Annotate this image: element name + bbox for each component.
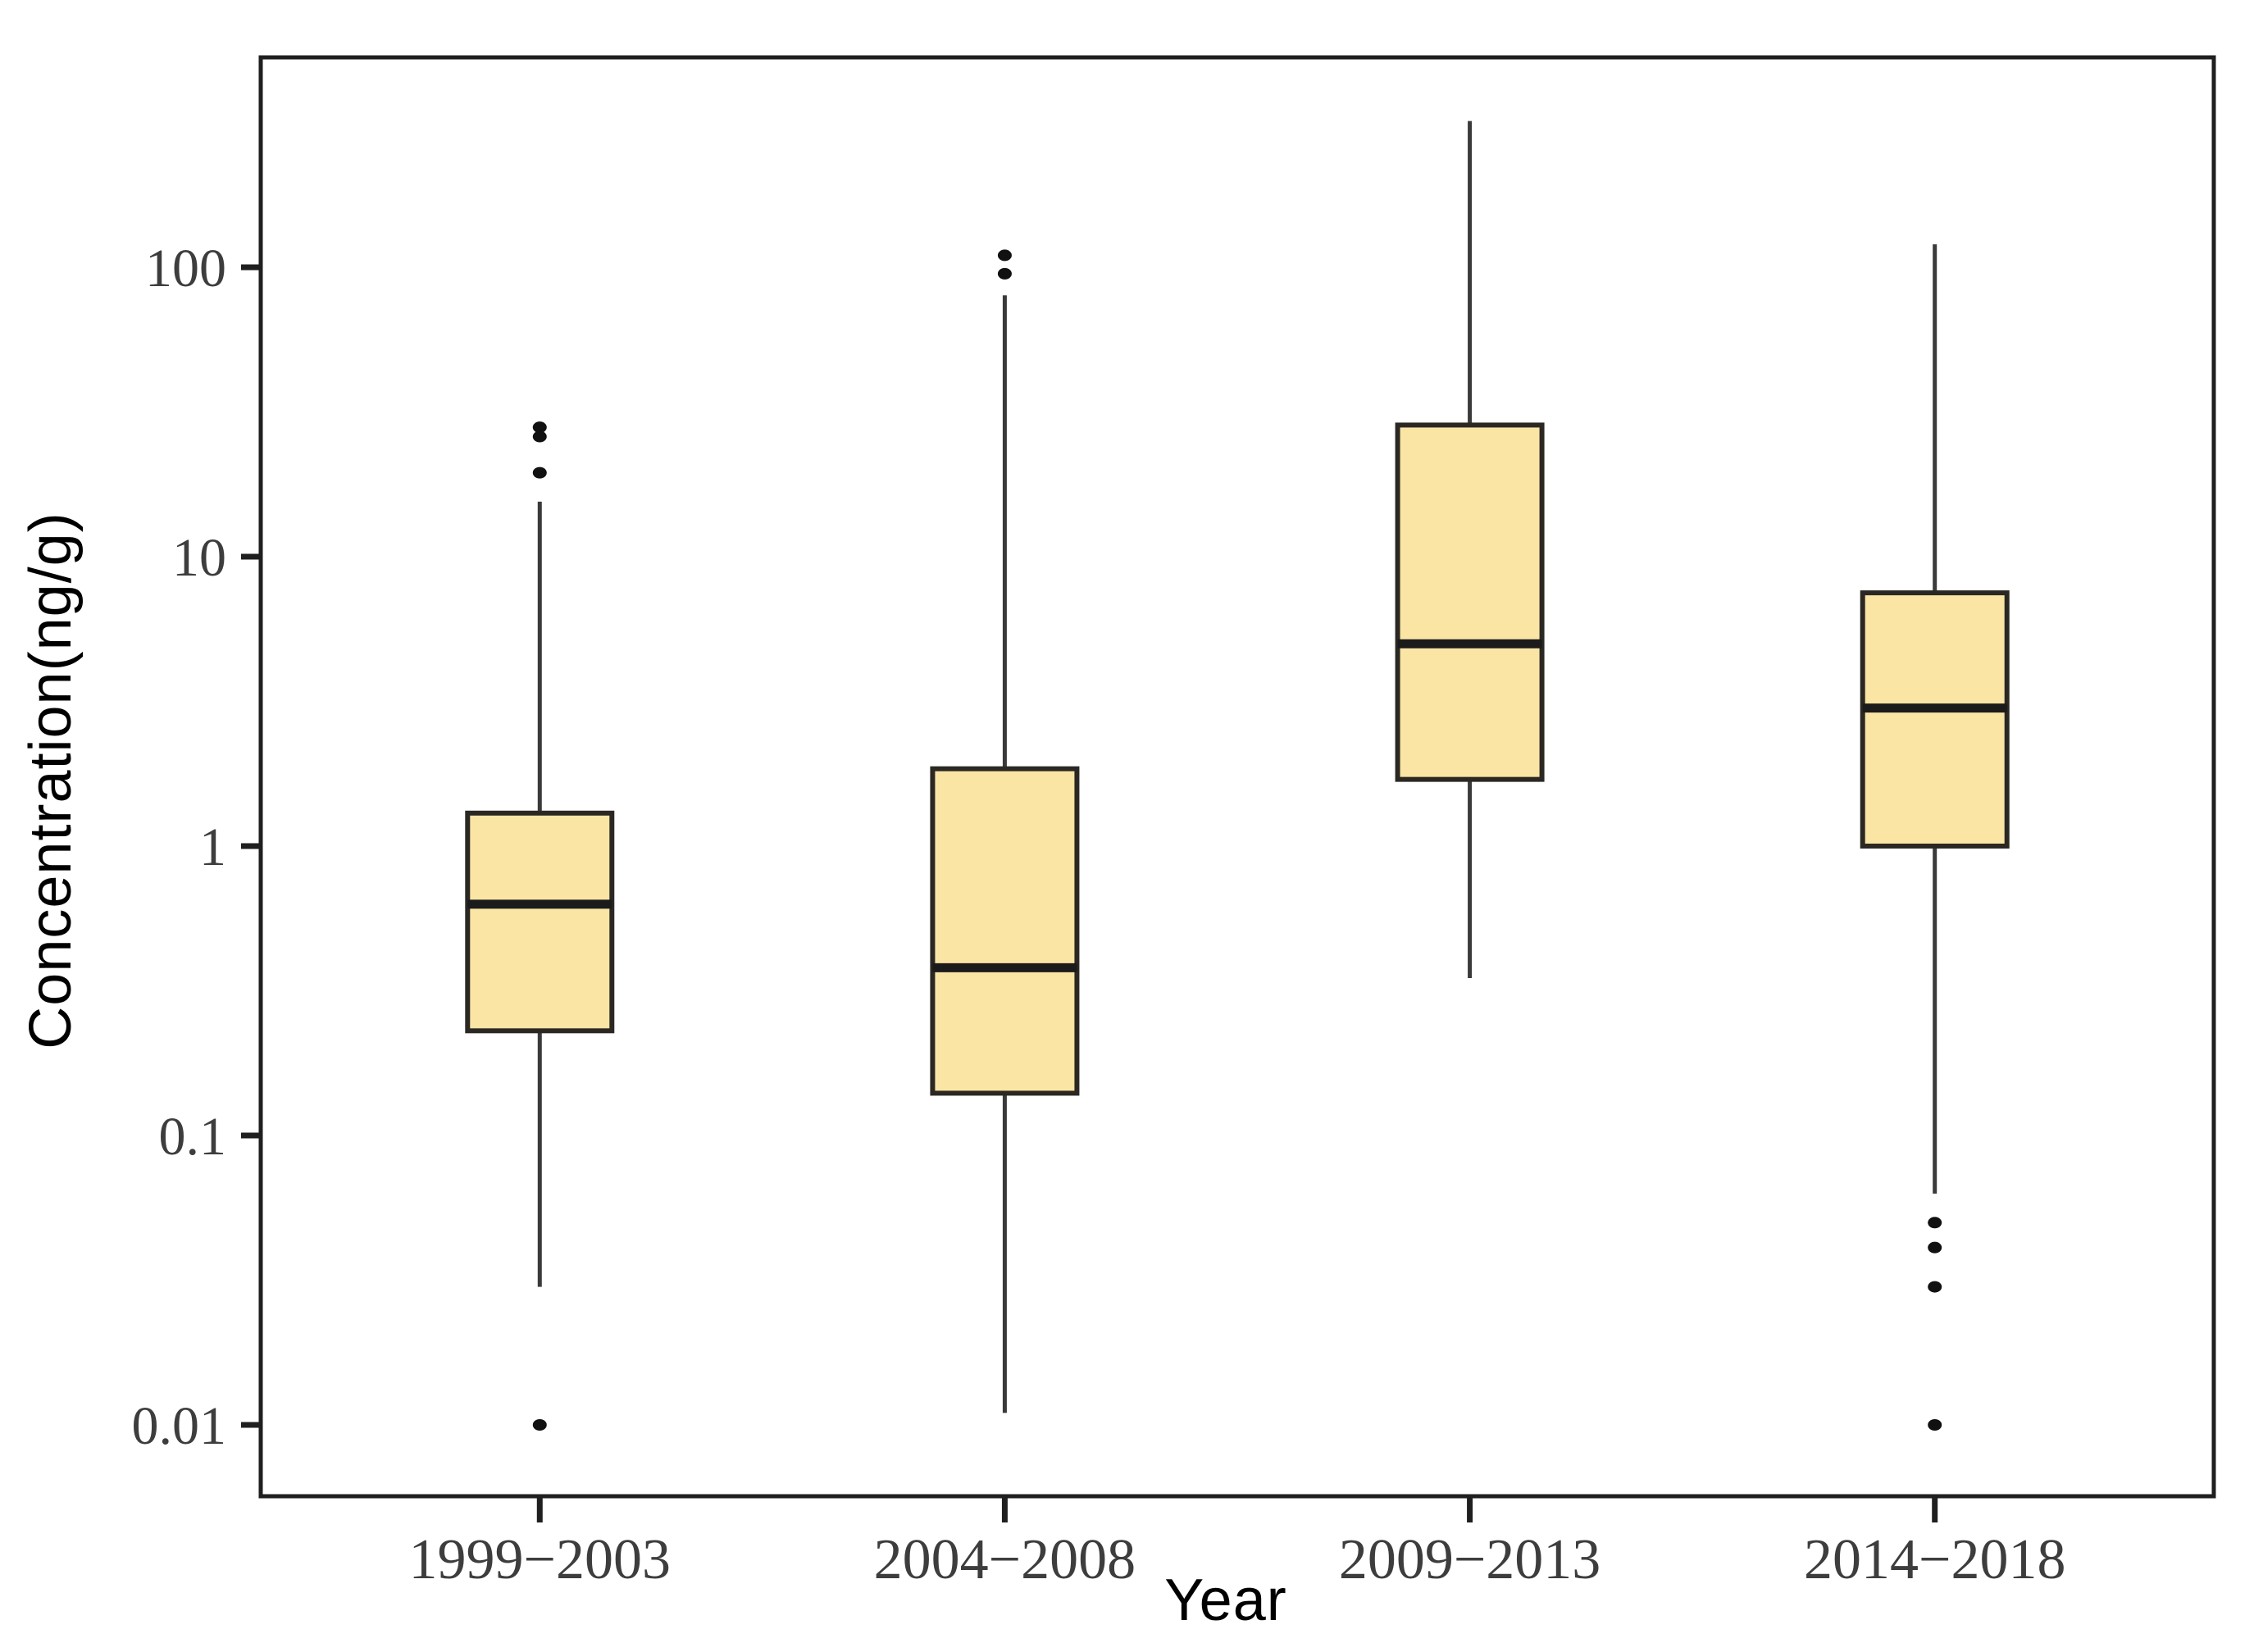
outlier-dot [1928, 1419, 1942, 1431]
y-tick-label: 10 [172, 528, 226, 588]
box-rect [930, 766, 1080, 1096]
outlier-dot [1928, 1217, 1942, 1229]
x-tick-label: 2014−2018 [1804, 1528, 2065, 1591]
outlier-dot [997, 249, 1012, 262]
outlier-dot [532, 430, 547, 443]
box-rect [1395, 422, 1545, 782]
outlier-dot [997, 267, 1012, 280]
outlier-dot [532, 466, 547, 479]
outlier-dot [1928, 1241, 1942, 1254]
outlier-dot [532, 1419, 547, 1431]
plot-border [258, 55, 2216, 1499]
box-rect [465, 810, 615, 1034]
y-tick-label: 0.1 [159, 1107, 227, 1167]
box-rect [1860, 590, 2010, 849]
x-tick-label: 2004−2008 [874, 1528, 1136, 1591]
x-tick-label: 1999−2003 [409, 1528, 671, 1591]
y-tick-label: 100 [145, 239, 226, 298]
y-axis-title: Concentration(ng/g) [18, 512, 84, 1049]
y-tick-label: 0.01 [132, 1396, 227, 1456]
x-axis-title: Year [1164, 1568, 1287, 1633]
x-tick-label: 2009−2013 [1339, 1528, 1600, 1591]
outlier-dot [1928, 1281, 1942, 1293]
y-tick-label: 1 [199, 817, 226, 877]
outlier-dot [532, 421, 547, 434]
